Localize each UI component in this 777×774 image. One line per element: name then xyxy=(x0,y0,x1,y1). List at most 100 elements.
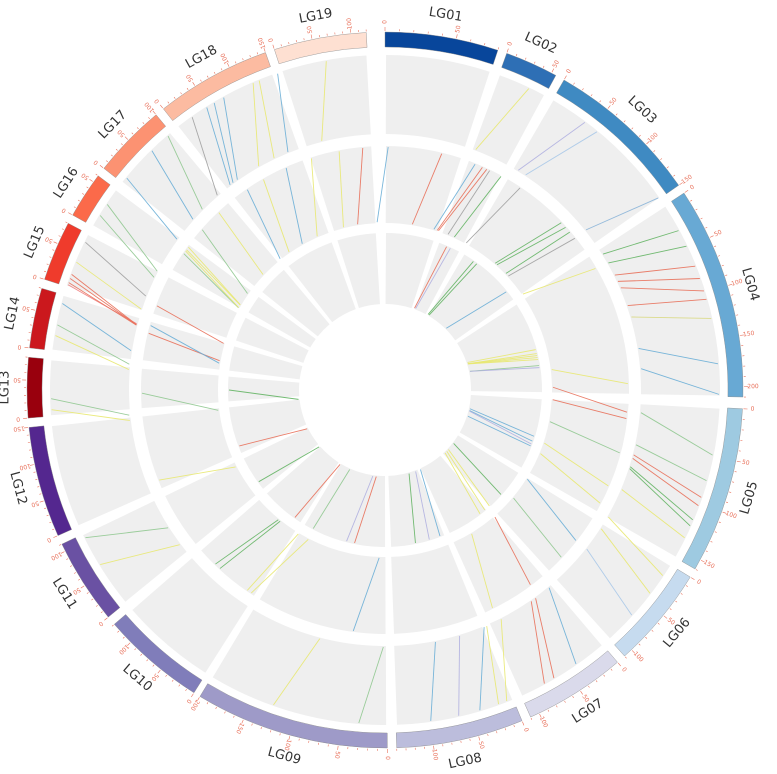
chromosome-label: LG17 xyxy=(96,107,130,142)
track-line xyxy=(218,212,264,275)
tick-mark xyxy=(86,592,89,594)
track-line xyxy=(633,454,702,498)
track-sector-lg18 xyxy=(178,74,299,189)
track-line xyxy=(469,410,533,442)
tick-label: 50 xyxy=(580,694,590,704)
tick-mark xyxy=(61,228,64,230)
tick-mark xyxy=(152,110,156,115)
track-line xyxy=(285,167,303,244)
tick-mark xyxy=(152,664,155,667)
tick-label: 150 xyxy=(702,559,716,571)
tick-mark xyxy=(260,727,262,730)
track-sector-lg16 xyxy=(248,296,316,348)
chromosome-label: LG06 xyxy=(661,615,694,651)
track-line xyxy=(252,83,260,167)
tick-mark xyxy=(95,605,98,607)
track-line xyxy=(427,261,474,315)
tick-label: 100 xyxy=(19,462,32,471)
chromosome-lg10 xyxy=(114,614,203,694)
tick-mark xyxy=(582,88,584,91)
track-line xyxy=(522,268,596,295)
track-line xyxy=(352,557,380,632)
track-sector-lg09 xyxy=(304,463,386,547)
tick-mark xyxy=(73,572,76,574)
tick-mark xyxy=(272,44,275,49)
track-line xyxy=(99,215,155,278)
chromosome-label: LG10 xyxy=(120,661,155,694)
track-line xyxy=(167,135,203,210)
tick-label: 50 xyxy=(454,25,462,34)
tick-mark xyxy=(551,68,555,73)
track-line xyxy=(608,245,687,264)
track-line xyxy=(640,412,713,456)
chromosome-lg17 xyxy=(103,114,166,178)
tick-mark xyxy=(690,199,693,202)
track-line xyxy=(150,325,220,364)
tick-mark xyxy=(530,717,533,720)
tick-mark xyxy=(60,551,65,554)
tick-mark xyxy=(39,493,42,495)
track-line xyxy=(85,527,169,539)
track-line xyxy=(617,278,700,282)
tick-mark xyxy=(106,160,108,163)
track-line xyxy=(357,147,364,225)
tick-label: 50 xyxy=(477,741,486,750)
track-line xyxy=(629,468,691,527)
tick-mark xyxy=(657,622,660,625)
tick-mark xyxy=(53,535,58,538)
chromosome-label: LG05 xyxy=(737,480,761,517)
track-line xyxy=(585,197,659,231)
track-line xyxy=(467,415,531,447)
tick-label: 50 xyxy=(333,751,341,760)
tick-mark xyxy=(39,500,44,503)
track-sector-lg17 xyxy=(262,269,330,337)
tick-mark xyxy=(714,531,717,533)
chromosome-lg18 xyxy=(163,52,271,121)
tick-label: 50 xyxy=(741,459,750,467)
track-sector-lg07 xyxy=(489,585,602,696)
track-line xyxy=(627,298,707,306)
chromosome-label: LG12 xyxy=(6,470,29,507)
track-line xyxy=(631,316,712,319)
tick-mark xyxy=(78,578,81,581)
chromosome-label: LG02 xyxy=(522,30,559,58)
tick-mark xyxy=(235,61,237,64)
track-line xyxy=(505,231,571,274)
tick-label: 0 xyxy=(97,620,105,628)
track-sector-lg03 xyxy=(469,179,585,294)
tick-mark xyxy=(725,274,728,276)
track-line xyxy=(346,475,374,542)
tick-mark xyxy=(695,569,698,571)
chromosome-lg12 xyxy=(28,425,72,536)
tick-mark xyxy=(95,173,98,176)
track-line xyxy=(414,246,447,309)
track-sector-lg12 xyxy=(228,399,307,453)
track-line xyxy=(312,469,351,529)
track-line xyxy=(446,291,507,329)
track-sector-lg11 xyxy=(83,500,187,602)
tick-mark xyxy=(684,190,689,193)
track-line xyxy=(447,170,490,235)
track-line xyxy=(100,544,180,565)
tick-label: 0 xyxy=(695,578,702,586)
chromosome-lg09 xyxy=(199,683,388,749)
track-line xyxy=(458,635,461,716)
track-sector-lg01 xyxy=(385,233,434,309)
track-line xyxy=(548,587,577,665)
track-sector-lg10 xyxy=(132,558,248,673)
tick-mark xyxy=(100,611,103,614)
track-sector-lg15 xyxy=(66,234,159,311)
tick-mark xyxy=(651,629,654,632)
track-sector-lg16 xyxy=(172,244,251,308)
track-sector-lg01 xyxy=(385,146,461,232)
track-sector-lg14 xyxy=(229,346,303,380)
track-line xyxy=(201,229,248,294)
tick-mark xyxy=(705,226,708,229)
chromosome-lg16 xyxy=(72,175,111,223)
chromosome-lg13 xyxy=(26,357,44,419)
tick-mark xyxy=(263,47,266,52)
track-line xyxy=(551,369,628,385)
track-line xyxy=(508,237,576,277)
track-line xyxy=(69,278,137,326)
tick-mark xyxy=(186,87,189,90)
